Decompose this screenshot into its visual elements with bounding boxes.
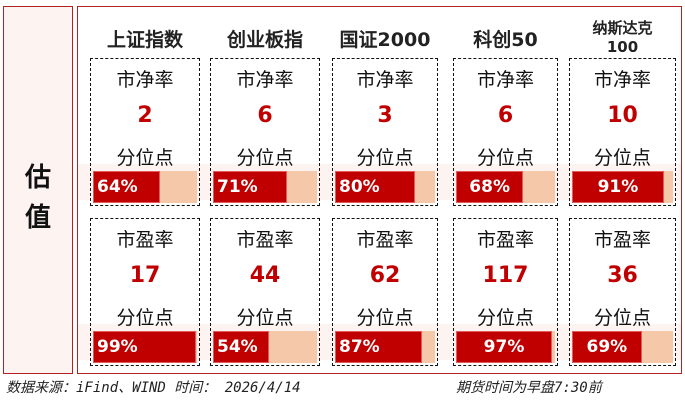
pb-percentile-value: 71% (217, 177, 258, 197)
pb-label: 市净率 (593, 69, 651, 91)
side-label-char-2: 值 (24, 203, 51, 233)
percentile-label: 分位点 (476, 307, 534, 329)
pe-percentile-value: 99% (97, 337, 138, 357)
percentile-label: 分位点 (356, 147, 414, 169)
percentile-label: 分位点 (236, 147, 294, 169)
valuation-table: 上证指数 市净率 2 分位点 64% 市盈率 17 分位点 99% 创业板指 市净率 6 分位点 71% 市… (77, 6, 682, 374)
pe-percentile-bar: 87% (335, 331, 435, 363)
pe-card: 市盈率 17 分位点 99% (90, 218, 200, 366)
pb-label: 市净率 (236, 69, 294, 91)
pe-percentile-value: 69% (586, 337, 628, 357)
pb-label: 市净率 (356, 69, 414, 91)
percentile-label: 分位点 (356, 307, 414, 329)
pb-percentile-value: 64% (97, 177, 138, 197)
percentile-fill (335, 171, 415, 203)
pb-card: 市净率 3 分位点 80% (332, 58, 438, 206)
percentile-label: 分位点 (593, 307, 651, 329)
pe-percentile-value: 87% (339, 337, 380, 357)
pe-percentile-bar: 54% (213, 331, 317, 363)
pe-value: 44 (249, 263, 281, 288)
pb-percentile-bar: 91% (572, 171, 673, 203)
percentile-fill (213, 171, 287, 203)
pe-percentile-value: 97% (483, 337, 525, 357)
percentile-label: 分位点 (116, 147, 174, 169)
percentile-label: 分位点 (476, 147, 534, 169)
pe-card: 市盈率 36 分位点 69% (569, 218, 676, 366)
pe-value: 17 (129, 263, 161, 288)
percentile-fill (93, 171, 160, 203)
percentile-fill (572, 331, 642, 363)
pe-label: 市盈率 (593, 229, 651, 251)
pe-percentile-bar: 69% (572, 331, 673, 363)
index-header: 上证指数 (106, 28, 183, 51)
data-source-note: 数据来源：iFind、WIND 时间： 2026/4/14 (6, 380, 301, 396)
pb-value: 6 (497, 103, 514, 128)
index-header: 科创50 (473, 28, 538, 51)
percentile-fill (335, 331, 422, 363)
percentile-label: 分位点 (236, 307, 294, 329)
pe-card: 市盈率 44 分位点 54% (210, 218, 320, 366)
pb-card: 市净率 2 分位点 64% (90, 58, 200, 206)
pb-card: 市净率 6 分位点 68% (453, 58, 558, 206)
pb-card: 市净率 6 分位点 71% (210, 58, 320, 206)
valuation-side-panel: 估 值 (3, 6, 73, 374)
pe-value: 36 (607, 263, 638, 288)
pe-percentile-bar: 97% (456, 331, 555, 363)
percentile-fill (456, 171, 524, 203)
percentile-label: 分位点 (116, 307, 174, 329)
percentile-fill (213, 331, 270, 363)
pe-value: 62 (369, 263, 401, 288)
index-header: 创业板指 (226, 28, 303, 51)
pb-percentile-bar: 68% (456, 171, 555, 203)
pb-value: 10 (607, 103, 638, 128)
pe-card: 市盈率 62 分位点 87% (332, 218, 438, 366)
percentile-fill (456, 331, 553, 363)
pb-percentile-value: 80% (339, 177, 380, 197)
pe-label: 市盈率 (236, 229, 294, 251)
percentile-label: 分位点 (593, 147, 651, 169)
pb-percentile-value: 68% (469, 177, 510, 197)
pe-label: 市盈率 (116, 229, 174, 251)
pe-card: 市盈率 117 分位点 97% (453, 218, 558, 366)
percentile-fill (93, 331, 196, 363)
pb-value: 2 (137, 103, 153, 128)
pb-value: 6 (257, 103, 273, 128)
pb-label: 市净率 (476, 69, 534, 91)
futures-time-note: 期货时间为早盘7:30前 (456, 380, 602, 396)
pe-value: 117 (482, 263, 529, 288)
pb-percentile-bar: 71% (213, 171, 317, 203)
pe-percentile-value: 54% (217, 337, 258, 357)
index-header: 国证2000 (339, 28, 431, 51)
pb-percentile-bar: 80% (335, 171, 435, 203)
pe-label: 市盈率 (356, 229, 414, 251)
percentile-fill (572, 171, 664, 203)
pb-card: 市净率 10 分位点 91% (569, 58, 676, 206)
side-label-char-1: 估 (24, 163, 51, 193)
pb-label: 市净率 (116, 69, 174, 91)
pb-percentile-bar: 64% (93, 171, 197, 203)
pb-percentile-value: 91% (597, 177, 639, 197)
index-header: 纳斯达克 100 (592, 19, 653, 56)
pb-value: 3 (377, 103, 393, 128)
pe-label: 市盈率 (476, 229, 534, 251)
pe-percentile-bar: 99% (93, 331, 197, 363)
